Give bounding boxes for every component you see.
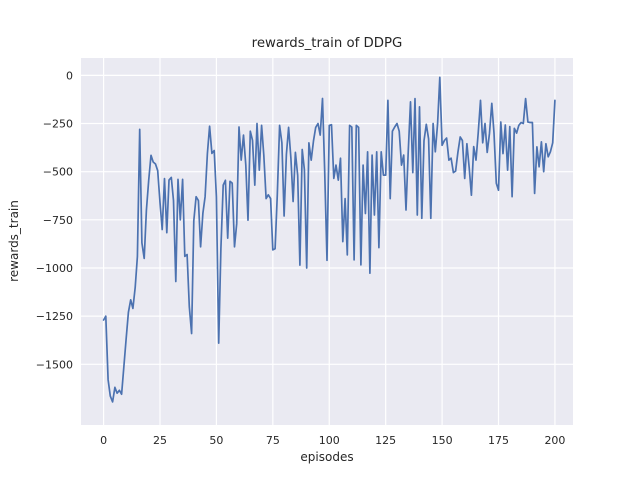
x-tick-label: 150: [432, 434, 453, 447]
y-tick-label: −500: [43, 166, 73, 179]
x-tick-label: 200: [544, 434, 565, 447]
plot-area: [81, 58, 573, 425]
x-tick-label: 25: [153, 434, 167, 447]
x-tick-label: 0: [100, 434, 107, 447]
x-tick-label: 125: [375, 434, 396, 447]
tick-labels: 0 25 50 75 100 125 150 175 200 0 −250 −500 −750 −1000…: [36, 69, 566, 447]
y-tick-label: −250: [43, 118, 73, 131]
y-tick-label: 0: [66, 69, 73, 82]
x-tick-label: 50: [209, 434, 223, 447]
y-tick-label: −750: [43, 214, 73, 227]
series-line-rewards_train: [102, 76, 556, 403]
chart-title: rewards_train of DDPG: [252, 36, 403, 51]
x-axis-label: episodes: [300, 450, 353, 464]
x-tick-label: 100: [319, 434, 340, 447]
y-tick-label: −1500: [36, 358, 73, 371]
x-tick-label: 75: [266, 434, 280, 447]
x-tick-label: 175: [488, 434, 509, 447]
y-tick-label: −1000: [36, 262, 73, 275]
y-axis-label: rewards_train: [7, 200, 21, 282]
y-tick-label: −1250: [36, 310, 73, 323]
